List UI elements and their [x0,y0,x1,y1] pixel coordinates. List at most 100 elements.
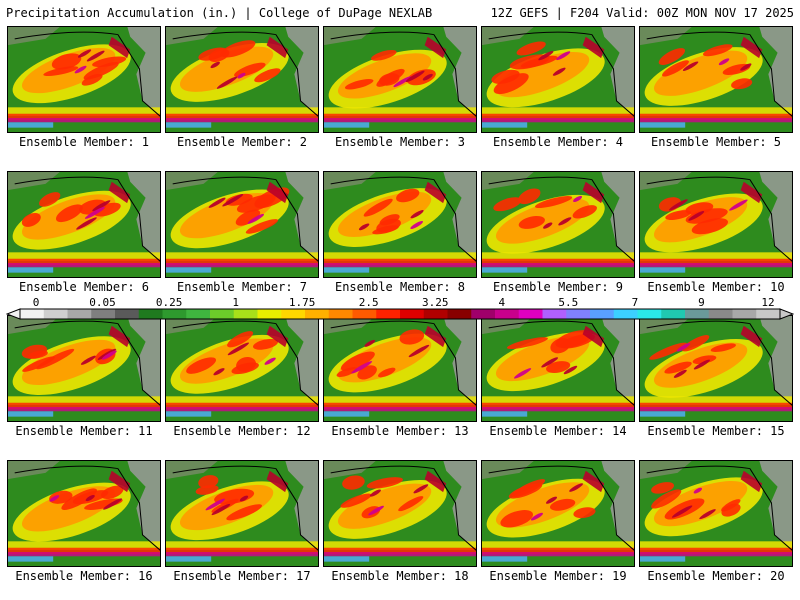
colorbar-swatch [566,309,591,319]
colorbar-swatch [115,309,140,319]
precip-core [368,505,384,516]
precip-core [408,344,430,358]
ensemble-member-label: Ensemble Member: 1 [18,135,150,149]
ensemble-member-label: Ensemble Member: 10 [647,280,785,294]
itcz-band [323,556,370,562]
colorbar-tick-label: 9 [698,296,705,309]
ensemble-member-label: Ensemble Member: 2 [176,135,308,149]
coastline [330,31,434,40]
land-mass [127,460,161,551]
panel-border [323,26,477,133]
precip-core [80,355,96,365]
precip-map [7,315,161,422]
precip-core [676,343,691,352]
coastline [488,465,592,474]
coastline [433,323,477,407]
precip-core [493,197,522,212]
ensemble-member-label: Ensemble Member: 14 [489,424,627,438]
precip-core [101,350,117,360]
ensemble-member-label: Ensemble Member: 18 [331,569,469,583]
coastline [275,34,319,118]
precip-core [36,348,75,370]
coastal-precip [740,181,763,204]
itcz-band [7,118,161,123]
colorbar-swatch [210,309,235,319]
coastal-precip [266,36,289,59]
coastal-precip [582,181,605,204]
itcz-band [323,547,477,555]
coastal-precip [108,181,131,204]
land-mass [127,26,161,117]
itcz-band [7,107,161,116]
colorbar-tick-label: 12 [761,296,775,309]
land-mass [759,171,793,262]
itcz-band [323,541,477,550]
precip-core [511,479,546,498]
precip-core [688,211,705,221]
itcz-band [639,556,686,562]
precip-core [518,215,545,229]
ensemble-panel [481,315,635,422]
precip-core [227,342,249,356]
ensemble-panel [323,26,477,133]
precip-core [222,193,244,207]
ensemble-panel [639,315,793,422]
land-mass [601,171,635,262]
precip-core [264,357,276,365]
precip-core [74,65,87,74]
itcz-band [7,541,161,550]
panel-border [323,171,477,278]
precip-core [729,199,748,211]
precip-core [254,68,281,83]
precip-core [227,331,254,348]
precip-map [639,460,793,567]
precip-core [693,359,710,370]
coastal-precip [108,470,131,493]
colorbar-tick-label: 2.5 [358,296,379,309]
precip-band [179,338,274,384]
precip-core [39,192,61,207]
coastal-precip [108,325,131,348]
itcz-band [165,402,319,410]
precip-core [658,48,686,65]
precip-core [366,477,403,489]
precip-core [651,489,682,509]
coastline [275,179,319,263]
itcz-band [165,252,319,261]
itcz-band [165,547,319,555]
colorbar-swatch [43,309,68,319]
precip-core [413,484,429,494]
precip-core [405,70,425,83]
precip-map [639,171,793,278]
ensemble-panel [7,26,161,133]
land-mass [443,460,477,551]
itcz-band [7,552,161,557]
precip-core [543,222,553,229]
precip-core [92,56,127,68]
coastal-precip [740,325,763,348]
precip-core [340,493,372,508]
precip-core [55,204,83,223]
colorbar-tick-label: 0.05 [89,296,116,309]
precip-core [649,342,687,360]
precip-core [379,214,400,226]
panel-border [7,171,161,278]
itcz-band [7,258,161,266]
panel-border [481,171,635,278]
ensemble-panel [165,460,319,567]
ensemble-panel [639,460,793,567]
precip-core [92,200,111,212]
precip-core [205,498,225,511]
colorbar-tick-label: 1 [232,296,239,309]
precip-map [639,26,793,133]
itcz-band [323,252,477,261]
precip-core [393,76,412,88]
ensemble-member-label: Ensemble Member: 19 [489,569,627,583]
precip-core [673,369,687,378]
precip-core [422,73,433,81]
itcz-band [165,556,212,562]
land-mass [285,460,319,551]
precip-core [682,61,699,71]
itcz-band [481,122,528,128]
precip-core [691,218,729,235]
